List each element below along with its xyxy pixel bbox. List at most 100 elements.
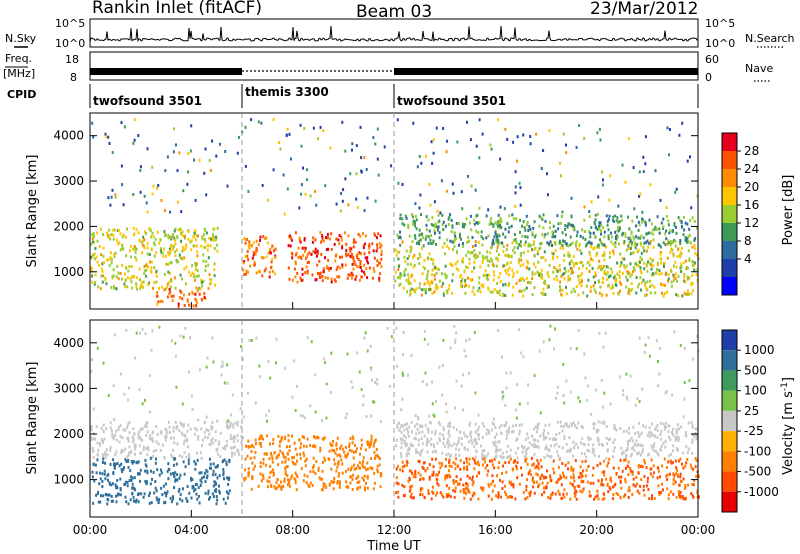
scatter-cell — [168, 247, 171, 251]
scatter-cell — [536, 270, 539, 274]
scatter-cell — [493, 264, 496, 268]
scatter-cell — [544, 219, 547, 223]
scatter-cell — [123, 125, 126, 129]
scatter-cell — [625, 275, 628, 279]
scatter-cell — [562, 471, 564, 475]
scatter-cell — [293, 267, 296, 271]
scatter-cell — [364, 486, 366, 490]
scatter-cell — [301, 278, 304, 282]
scatter-cell — [146, 471, 149, 475]
scatter-cell — [407, 226, 410, 230]
scatter-cell — [275, 337, 278, 341]
scatter-cell — [600, 442, 603, 446]
scatter-cell — [492, 241, 495, 245]
scatter-cell — [631, 493, 634, 496]
scatter-cell — [157, 300, 160, 304]
scatter-cell — [376, 470, 379, 474]
scatter-cell — [567, 449, 570, 453]
scatter-cell — [279, 147, 282, 151]
scatter-cell — [656, 339, 658, 343]
scatter-cell — [656, 452, 659, 455]
scatter-cell — [321, 279, 324, 283]
scatter-cell — [492, 263, 494, 267]
scatter-cell — [507, 254, 510, 258]
scatter-cell — [552, 270, 555, 274]
scatter-cell — [106, 453, 109, 457]
scatter-cell — [156, 187, 159, 190]
scatter-cell — [505, 421, 508, 424]
scatter-cell — [498, 234, 501, 238]
scatter-cell — [353, 450, 355, 454]
scatter-cell — [667, 497, 670, 501]
scatter-cell — [439, 491, 442, 495]
scatter-cell — [646, 269, 649, 273]
scatter-cell — [674, 260, 677, 264]
scatter-cell — [100, 494, 102, 498]
scatter-cell — [146, 430, 149, 434]
scatter-cell — [474, 188, 477, 192]
scatter-cell — [332, 439, 335, 443]
scatter-cell — [687, 235, 690, 239]
scatter-cell — [646, 434, 649, 437]
scatter-cell — [696, 253, 698, 257]
scatter-cell — [179, 227, 182, 231]
scatter-cell — [168, 235, 171, 239]
scatter-cell — [348, 246, 351, 250]
scatter-cell — [375, 236, 378, 240]
scatter-cell — [630, 230, 633, 234]
scatter-cell — [206, 356, 209, 360]
scatter-cell — [440, 463, 443, 467]
scatter-cell — [533, 438, 536, 442]
scatter-cell — [501, 397, 504, 401]
scatter-cell — [540, 167, 543, 170]
scatter-cell — [311, 240, 314, 244]
scatter-cell — [168, 420, 170, 424]
scatter-cell — [113, 255, 116, 259]
scatter-cell — [282, 484, 285, 488]
scatter-cell — [418, 286, 421, 290]
scatter-cell — [419, 473, 422, 477]
scatter-cell — [182, 257, 184, 261]
date-title: 23/Mar/2012 — [590, 0, 698, 19]
scatter-cell — [482, 487, 485, 491]
scatter-cell — [528, 225, 531, 228]
scatter-cell — [337, 462, 340, 466]
scatter-cell — [515, 241, 518, 245]
scatter-cell — [423, 329, 426, 333]
scatter-cell — [92, 462, 95, 466]
scatter-cell — [229, 437, 232, 441]
scatter-cell — [427, 342, 430, 346]
scatter-cell — [357, 258, 360, 261]
scatter-cell — [455, 457, 458, 461]
scatter-cell — [459, 477, 462, 481]
scatter-cell — [168, 430, 171, 434]
scatter-cell — [244, 272, 247, 276]
scatter-cell — [448, 215, 451, 219]
scatter-cell — [569, 277, 572, 281]
scatter-cell — [248, 339, 251, 342]
scatter-cell — [367, 440, 370, 444]
scatter-cell — [113, 286, 115, 290]
scatter-cell — [533, 427, 536, 431]
scatter-cell — [128, 420, 131, 424]
scatter-cell — [184, 236, 186, 240]
scatter-cell — [232, 425, 235, 429]
scatter-cell — [502, 464, 504, 468]
scatter-cell — [607, 237, 610, 241]
scatter-cell — [555, 274, 558, 278]
scatter-cell — [618, 475, 621, 479]
scatter-cell — [424, 371, 427, 375]
scatter-cell — [675, 428, 678, 432]
scatter-cell — [566, 224, 569, 228]
scatter-cell — [201, 476, 204, 480]
scatter-cell — [434, 432, 437, 436]
scatter-cell — [316, 435, 319, 439]
scatter-cell — [276, 486, 279, 490]
scatter-cell — [240, 425, 243, 429]
scatter-cell — [515, 416, 518, 420]
scatter-cell — [582, 264, 584, 268]
scatter-cell — [570, 468, 573, 472]
scatter-cell — [637, 464, 640, 467]
scatter-cell — [126, 455, 129, 459]
scatter-cell — [630, 240, 633, 244]
